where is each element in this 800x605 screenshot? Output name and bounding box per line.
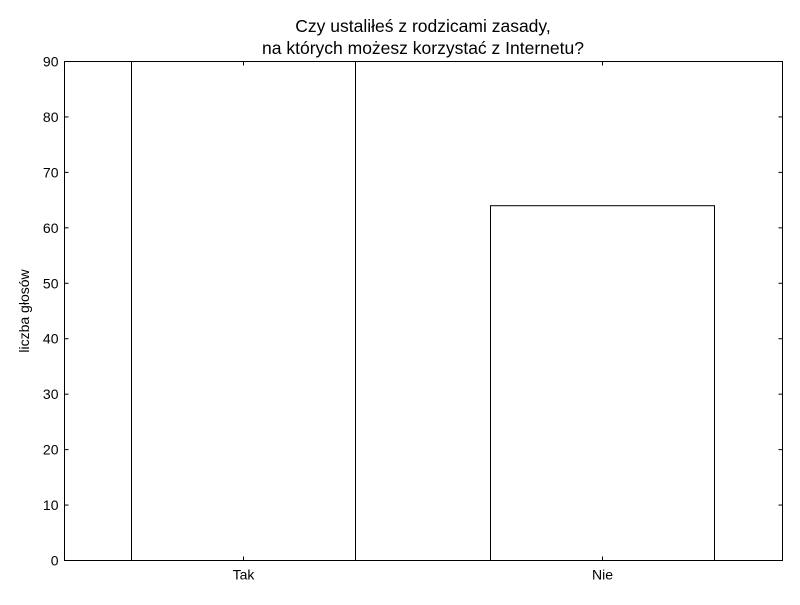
y-tick-label: 30 — [43, 386, 59, 402]
y-tick-label: 10 — [43, 497, 59, 513]
bar-tak — [131, 61, 356, 561]
y-tick-label: 50 — [43, 275, 59, 291]
bars-group — [131, 61, 715, 561]
y-tick-label: 0 — [51, 553, 59, 569]
x-tick-label-tak: Tak — [233, 567, 256, 583]
bar-nie — [490, 205, 715, 561]
x-tick-label-nie: Nie — [592, 567, 613, 583]
y-axis-label: liczba głosów — [16, 268, 32, 352]
chart-title-line-2: na których możesz korzystać z Internetu? — [262, 38, 584, 58]
y-tick-label: 20 — [43, 442, 59, 458]
y-tick-label: 60 — [43, 220, 59, 236]
y-tick-label: 70 — [43, 164, 59, 180]
chart-title-line-1: Czy ustaliłeś z rodzicami zasady, — [295, 16, 550, 36]
y-tick-label: 90 — [43, 54, 59, 70]
ticks-group: Tak Nie 0 10 20 30 40 50 60 70 80 90 — [43, 54, 783, 583]
y-tick-label: 80 — [43, 109, 59, 125]
plot-frame — [64, 61, 783, 561]
y-tick-label: 40 — [43, 331, 59, 347]
